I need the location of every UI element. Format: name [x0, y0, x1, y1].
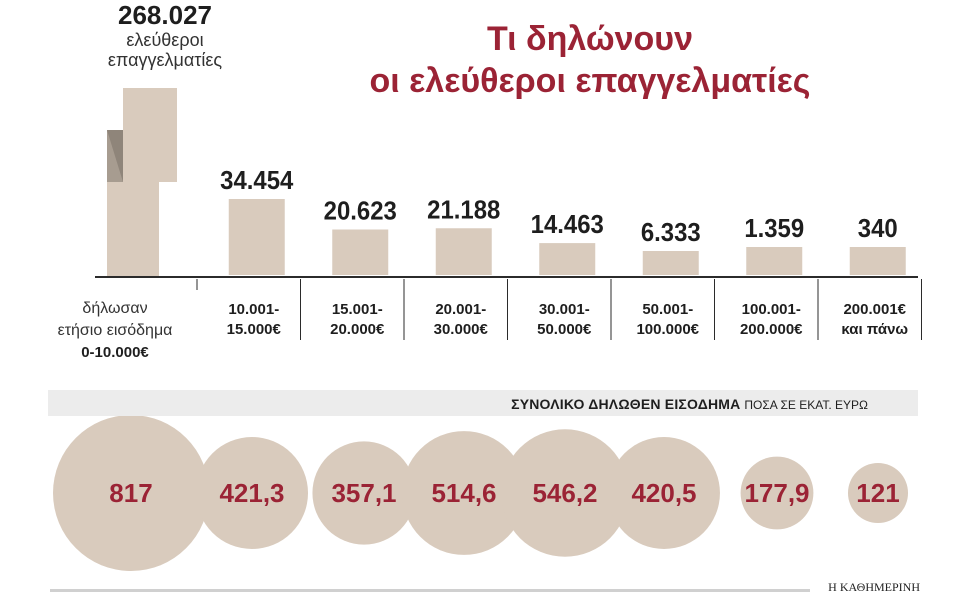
section-unit: ΠΟΣΑ ΣΕ ΕΚΑΤ. ΕΥΡΩ: [744, 398, 868, 412]
bottom-rule: [50, 589, 810, 592]
bubble-2: [312, 441, 416, 545]
category-label-3-line-2: 30.000€: [434, 321, 489, 338]
bubble-value-label-0: 817: [109, 478, 152, 508]
category-label-2-line-1: 15.001-: [332, 301, 383, 318]
bar-value-label-6: 1.359: [744, 214, 804, 243]
total-annotation: 268.027 ελεύθεροι επαγγελματίες: [85, 0, 245, 70]
category-label-1-line-1: 10.001-: [228, 301, 279, 318]
bubble-value-label-1: 421,3: [219, 478, 284, 508]
title-line-1: Τι δηλώνουν: [486, 20, 694, 58]
section-title: ΣΥΝΟΛΙΚΟ ΔΗΛΩΘΕΝ ΕΙΣΟΔΗΜΑ ΠΟΣΑ ΣΕ ΕΚΑΤ. …: [48, 390, 918, 416]
category-label-7-line-2: και πάνω: [841, 321, 908, 338]
bubble-7: [847, 462, 909, 524]
category-label-7-line-1: 200.001€: [843, 301, 906, 318]
category-label-5-line-1: 50.001-: [642, 301, 693, 318]
bar-value-label-2: 20.623: [324, 197, 397, 226]
bar-6: [746, 247, 803, 275]
total-value: 268.027: [118, 0, 212, 30]
bubble-value-label-6: 177,9: [744, 478, 809, 508]
bar-value-label-5: 6.333: [641, 218, 701, 247]
bar-4: [539, 243, 596, 275]
bars-layer: [107, 88, 906, 277]
bubble-5: [608, 437, 720, 549]
first-category-line-2: ετήσιο εισόδημα: [57, 322, 173, 339]
bar-0-fold-crease: [107, 130, 123, 182]
bubble-6: [740, 456, 814, 530]
bubble-value-label-5: 420,5: [631, 478, 696, 508]
category-label-2-line-2: 20.000€: [330, 321, 385, 338]
bar-value-label-1: 34.454: [220, 166, 293, 195]
bar-7: [849, 247, 906, 275]
total-label-line-1: ελεύθεροι: [126, 30, 204, 50]
bar-value-label-7: 340: [858, 214, 898, 243]
bubble-value-label-7: 121: [856, 478, 899, 508]
title-line-2: οι ελεύθεροι επαγγελματίες: [369, 62, 811, 100]
category-label-1-line-2: 15.000€: [227, 321, 282, 338]
circles-layer: 817 421,3 357,1 514,6 546,2 420,5 177,9 121: [53, 415, 909, 571]
bar-value-label-4: 14.463: [531, 210, 604, 239]
category-label-3-line-1: 20.001-: [435, 301, 486, 318]
bar-5: [642, 251, 699, 275]
bubble-value-label-4: 546,2: [532, 478, 597, 508]
bubble-3: [402, 431, 526, 555]
bubble-value-label-2: 357,1: [331, 478, 396, 508]
bar-3: [435, 228, 492, 275]
bubble-value-label-3: 514,6: [431, 478, 496, 508]
first-category-line-1: δήλωσαν: [82, 300, 148, 317]
source-credit: Η ΚΑΘΗΜΕΡΙΝΗ: [828, 580, 920, 594]
bar-0-upper: [123, 88, 177, 182]
bubble-0: [53, 415, 209, 571]
section-title-text: ΣΥΝΟΛΙΚΟ ΔΗΛΩΘΕΝ ΕΙΣΟΔΗΜΑ: [511, 396, 741, 412]
category-label-6-line-1: 100.001-: [742, 301, 801, 318]
total-label-line-2: επαγγελματίες: [107, 50, 223, 70]
category-label-6-line-2: 200.000€: [740, 321, 803, 338]
labels-layer: 34.454 10.001- 15.000€ 20.623 15.001- 20.000€…: [220, 166, 908, 338]
first-category-line-3: 0-10.000€: [81, 344, 149, 361]
bar-value-label-3: 21.188: [427, 195, 500, 224]
section-header: ΣΥΝΟΛΙΚΟ ΔΗΛΩΘΕΝ ΕΙΣΟΔΗΜΑ ΠΟΣΑ ΣΕ ΕΚΑΤ. …: [48, 390, 918, 416]
bar-2: [332, 229, 389, 275]
chart-title: Τι δηλώνουν οι ελεύθεροι επαγγελματίες: [330, 18, 850, 102]
bubble-4: [501, 429, 629, 557]
category-label-4-line-2: 50.000€: [537, 321, 592, 338]
first-category-label: δήλωσαν ετήσιο εισόδημα 0-10.000€: [40, 298, 190, 364]
bar-1: [228, 199, 285, 275]
bubble-1: [195, 436, 309, 550]
axis-layer: [95, 276, 922, 340]
category-label-5-line-2: 100.000€: [636, 321, 699, 338]
category-label-4-line-1: 30.001-: [539, 301, 590, 318]
